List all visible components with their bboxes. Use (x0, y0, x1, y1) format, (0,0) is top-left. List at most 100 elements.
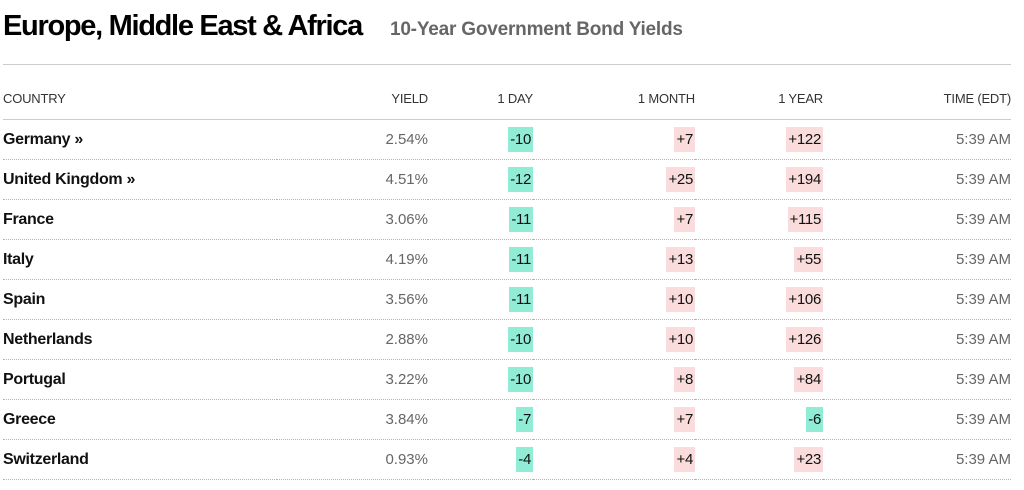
country-link[interactable]: Switzerland (3, 439, 277, 480)
change-1-month-cell: +10 (533, 279, 695, 320)
page-subtitle: 10-Year Government Bond Yields (389, 19, 683, 40)
change-1-day-cell: -11 (428, 239, 533, 280)
change-1-year-cell: +115 (695, 199, 823, 240)
time-value: 5:39 AM (823, 439, 1011, 480)
table-row: Portugal 3.22% -10 +8 +84 5:39 AM (3, 359, 1011, 400)
country-link[interactable]: France (3, 199, 277, 240)
change-1-month-badge: +8 (674, 367, 695, 392)
change-1-day-badge: -4 (516, 447, 533, 472)
change-1-month-cell: +7 (533, 399, 695, 440)
change-1-day-badge: -10 (508, 127, 533, 152)
change-1-month-badge: +10 (666, 327, 695, 352)
change-1-year-cell: +122 (695, 119, 823, 160)
table-header-row: COUNTRY YIELD 1 DAY 1 MONTH 1 YEAR TIME … (3, 78, 1011, 120)
table-row: United Kingdom » 4.51% -12 +25 +194 5:39 AM (3, 159, 1011, 200)
column-header-1-year[interactable]: 1 YEAR (695, 78, 823, 120)
change-1-year-badge: +84 (794, 367, 823, 392)
time-value: 5:39 AM (823, 119, 1011, 160)
country-link[interactable]: Netherlands (3, 319, 277, 360)
change-1-year-cell: +55 (695, 239, 823, 280)
country-link[interactable]: Greece (3, 399, 277, 440)
yield-value: 4.51% (277, 159, 428, 200)
change-1-year-cell: +84 (695, 359, 823, 400)
change-1-day-cell: -7 (428, 399, 533, 440)
yield-value: 2.54% (277, 119, 428, 160)
column-header-1-month[interactable]: 1 MONTH (533, 78, 695, 120)
time-value: 5:39 AM (823, 239, 1011, 280)
time-value: 5:39 AM (823, 399, 1011, 440)
time-value: 5:39 AM (823, 359, 1011, 400)
change-1-month-cell: +7 (533, 199, 695, 240)
yield-value: 2.88% (277, 319, 428, 360)
column-header-time[interactable]: TIME (EDT) (823, 78, 1011, 120)
change-1-year-badge: -6 (806, 407, 823, 432)
change-1-day-badge: -11 (509, 207, 533, 232)
country-link[interactable]: Portugal (3, 359, 277, 400)
table-row: Spain 3.56% -11 +10 +106 5:39 AM (3, 279, 1011, 320)
table-row: Greece 3.84% -7 +7 -6 5:39 AM (3, 399, 1011, 440)
time-value: 5:39 AM (823, 319, 1011, 360)
change-1-month-cell: +25 (533, 159, 695, 200)
table-row: France 3.06% -11 +7 +115 5:39 AM (3, 199, 1011, 240)
time-value: 5:39 AM (823, 199, 1011, 240)
change-1-day-cell: -11 (428, 199, 533, 240)
table-row: Italy 4.19% -11 +13 +55 5:39 AM (3, 239, 1011, 280)
change-1-day-cell: -10 (428, 359, 533, 400)
change-1-month-cell: +8 (533, 359, 695, 400)
yield-value: 4.19% (277, 239, 428, 280)
change-1-year-badge: +126 (786, 327, 823, 352)
country-link[interactable]: Italy (3, 239, 277, 280)
change-1-year-cell: +23 (695, 439, 823, 480)
change-1-year-badge: +194 (786, 167, 823, 192)
change-1-month-badge: +7 (674, 127, 695, 152)
change-1-year-cell: +194 (695, 159, 823, 200)
change-1-day-badge: -10 (508, 327, 533, 352)
change-1-day-badge: -11 (509, 287, 533, 312)
change-1-year-badge: +55 (794, 247, 823, 272)
yield-value: 3.06% (277, 199, 428, 240)
country-link[interactable]: Germany » (3, 119, 277, 160)
country-link[interactable]: United Kingdom » (3, 159, 277, 200)
change-1-day-cell: -11 (428, 279, 533, 320)
change-1-day-cell: -10 (428, 119, 533, 160)
change-1-month-badge: +7 (674, 407, 695, 432)
change-1-day-cell: -12 (428, 159, 533, 200)
time-value: 5:39 AM (823, 279, 1011, 320)
column-header-yield[interactable]: YIELD (277, 78, 428, 120)
table-row: Germany » 2.54% -10 +7 +122 5:39 AM (3, 119, 1011, 160)
change-1-month-cell: +4 (533, 439, 695, 480)
table-row: Netherlands 2.88% -10 +10 +126 5:39 AM (3, 319, 1011, 360)
change-1-day-badge: -12 (508, 167, 533, 192)
yield-value: 0.93% (277, 439, 428, 480)
change-1-year-cell: +106 (695, 279, 823, 320)
yield-value: 3.84% (277, 399, 428, 440)
change-1-month-badge: +7 (674, 207, 695, 232)
yield-value: 3.56% (277, 279, 428, 320)
bond-yields-table: COUNTRY YIELD 1 DAY 1 MONTH 1 YEAR TIME … (3, 78, 1011, 480)
page-header: Europe, Middle East & Africa 10-Year Gov… (3, 10, 683, 50)
change-1-year-cell: +126 (695, 319, 823, 360)
change-1-month-cell: +7 (533, 119, 695, 160)
table-row: Switzerland 0.93% -4 +4 +23 5:39 AM (3, 439, 1011, 480)
change-1-year-badge: +115 (787, 207, 823, 232)
yield-value: 3.22% (277, 359, 428, 400)
change-1-month-badge: +25 (666, 167, 695, 192)
change-1-month-badge: +4 (674, 447, 695, 472)
change-1-month-badge: +10 (666, 287, 695, 312)
change-1-month-cell: +10 (533, 319, 695, 360)
change-1-day-badge: -10 (508, 367, 533, 392)
change-1-year-badge: +106 (786, 287, 823, 312)
change-1-year-badge: +23 (794, 447, 823, 472)
column-header-country[interactable]: COUNTRY (3, 78, 277, 120)
country-link[interactable]: Spain (3, 279, 277, 320)
change-1-year-cell: -6 (695, 399, 823, 440)
change-1-month-cell: +13 (533, 239, 695, 280)
change-1-year-badge: +122 (786, 127, 823, 152)
time-value: 5:39 AM (823, 159, 1011, 200)
column-header-1-day[interactable]: 1 DAY (428, 78, 533, 120)
change-1-day-badge: -11 (509, 247, 533, 272)
change-1-day-cell: -4 (428, 439, 533, 480)
change-1-day-badge: -7 (516, 407, 533, 432)
header-divider (3, 64, 1011, 65)
page-title: Europe, Middle East & Africa (3, 10, 363, 42)
